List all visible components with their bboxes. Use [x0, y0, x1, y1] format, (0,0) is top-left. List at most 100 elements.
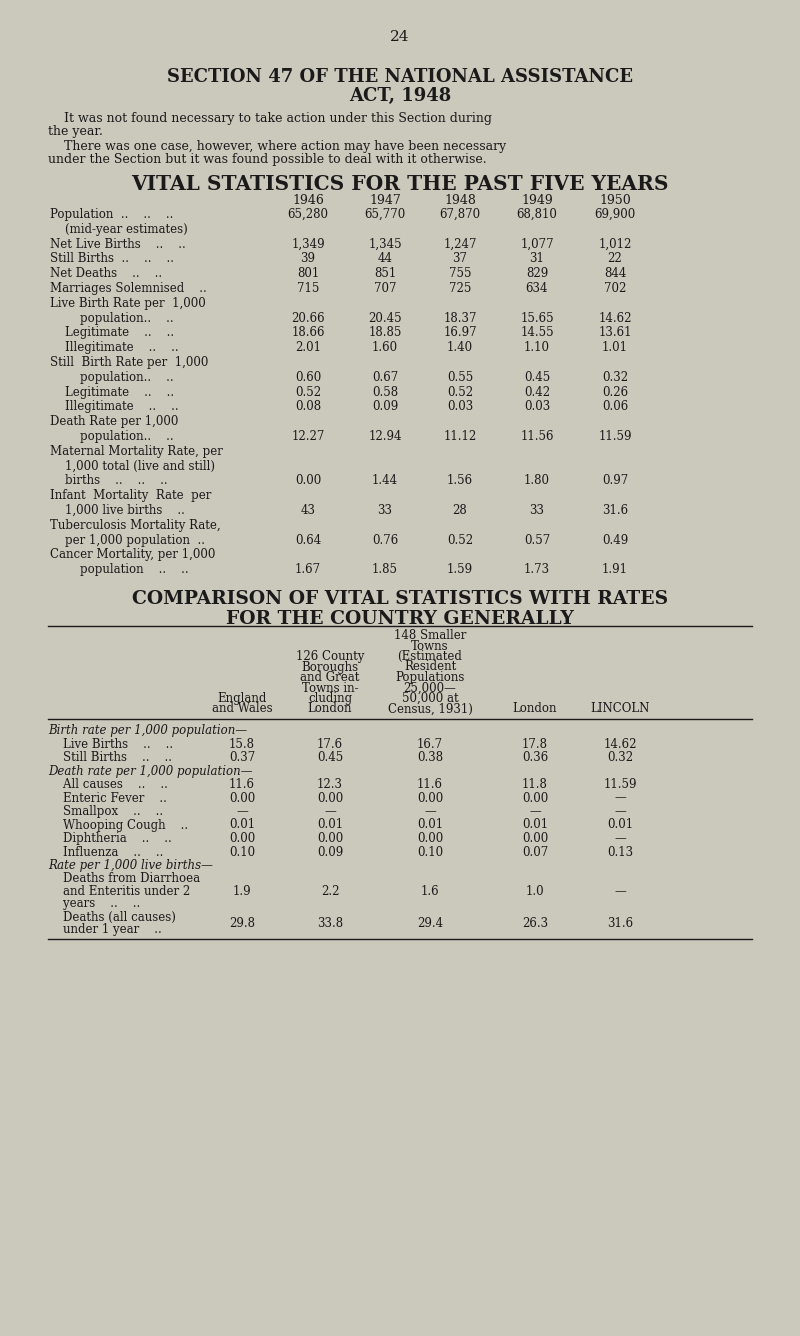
Text: years    ..    ..: years .. ..: [48, 898, 140, 911]
Text: Rate per 1,000 live births—: Rate per 1,000 live births—: [48, 859, 213, 872]
Text: 14.62: 14.62: [598, 311, 632, 325]
Text: Cancer Mortality, per 1,000: Cancer Mortality, per 1,000: [50, 548, 215, 561]
Text: Deaths (all causes): Deaths (all causes): [48, 911, 176, 925]
Text: 18.37: 18.37: [443, 311, 477, 325]
Text: —: —: [324, 806, 336, 818]
Text: 755: 755: [449, 267, 471, 281]
Text: 1,345: 1,345: [368, 238, 402, 251]
Text: 0.01: 0.01: [607, 819, 633, 831]
Text: 1.67: 1.67: [295, 564, 321, 576]
Text: 0.00: 0.00: [522, 832, 548, 844]
Text: Legitimate    ..    ..: Legitimate .. ..: [50, 386, 174, 398]
Text: Deaths from Diarrhoea: Deaths from Diarrhoea: [48, 872, 200, 886]
Text: 43: 43: [301, 504, 315, 517]
Text: Resident: Resident: [404, 660, 456, 673]
Text: 0.32: 0.32: [602, 371, 628, 383]
Text: 11.12: 11.12: [443, 430, 477, 444]
Text: Tuberculosis Mortality Rate,: Tuberculosis Mortality Rate,: [50, 518, 221, 532]
Text: 1.44: 1.44: [372, 474, 398, 488]
Text: 1.60: 1.60: [372, 341, 398, 354]
Text: Whooping Cough    ..: Whooping Cough ..: [48, 819, 188, 831]
Text: 0.67: 0.67: [372, 371, 398, 383]
Text: LINCOLN: LINCOLN: [590, 703, 650, 716]
Text: 851: 851: [374, 267, 396, 281]
Text: 1.80: 1.80: [524, 474, 550, 488]
Text: Smallpox    ..    ..: Smallpox .. ..: [48, 806, 163, 818]
Text: Death rate per 1,000 population—: Death rate per 1,000 population—: [48, 764, 253, 778]
Text: 0.00: 0.00: [417, 832, 443, 844]
Text: 0.01: 0.01: [522, 819, 548, 831]
Text: 1.40: 1.40: [447, 341, 473, 354]
Text: 15.65: 15.65: [520, 311, 554, 325]
Text: 707: 707: [374, 282, 396, 295]
Text: 1.56: 1.56: [447, 474, 473, 488]
Text: 0.07: 0.07: [522, 846, 548, 859]
Text: —: —: [614, 884, 626, 898]
Text: 1,012: 1,012: [598, 238, 632, 251]
Text: 24: 24: [390, 29, 410, 44]
Text: 17.8: 17.8: [522, 737, 548, 751]
Text: 0.60: 0.60: [295, 371, 321, 383]
Text: 0.00: 0.00: [317, 791, 343, 804]
Text: Net Deaths    ..    ..: Net Deaths .. ..: [50, 267, 162, 281]
Text: Illegitimate    ..    ..: Illegitimate .. ..: [50, 401, 178, 413]
Text: 11.6: 11.6: [417, 778, 443, 791]
Text: 0.55: 0.55: [447, 371, 473, 383]
Text: 65,770: 65,770: [364, 208, 406, 220]
Text: London: London: [308, 703, 352, 716]
Text: 0.08: 0.08: [295, 401, 321, 413]
Text: 20.45: 20.45: [368, 311, 402, 325]
Text: 1.85: 1.85: [372, 564, 398, 576]
Text: 0.52: 0.52: [447, 386, 473, 398]
Text: Birth rate per 1,000 population—: Birth rate per 1,000 population—: [48, 724, 247, 737]
Text: 1,349: 1,349: [291, 238, 325, 251]
Text: (Estimated: (Estimated: [398, 651, 462, 663]
Text: 0.06: 0.06: [602, 401, 628, 413]
Text: There was one case, however, where action may have been necessary: There was one case, however, where actio…: [48, 140, 506, 154]
Text: 801: 801: [297, 267, 319, 281]
Text: 2.01: 2.01: [295, 341, 321, 354]
Text: the year.: the year.: [48, 126, 103, 138]
Text: 0.09: 0.09: [372, 401, 398, 413]
Text: —: —: [529, 806, 541, 818]
Text: 26.3: 26.3: [522, 918, 548, 930]
Text: Influenza    ..    ..: Influenza .. ..: [48, 846, 163, 859]
Text: 31.6: 31.6: [602, 504, 628, 517]
Text: 1,000 total (live and still): 1,000 total (live and still): [50, 460, 215, 473]
Text: 33: 33: [530, 504, 545, 517]
Text: 634: 634: [526, 282, 548, 295]
Text: per 1,000 population  ..: per 1,000 population ..: [50, 533, 205, 546]
Text: 0.03: 0.03: [524, 401, 550, 413]
Text: 0.10: 0.10: [417, 846, 443, 859]
Text: 15.8: 15.8: [229, 737, 255, 751]
Text: Towns in-: Towns in-: [302, 681, 358, 695]
Text: and Great: and Great: [300, 671, 360, 684]
Text: 37: 37: [453, 253, 467, 266]
Text: 725: 725: [449, 282, 471, 295]
Text: London: London: [513, 703, 558, 716]
Text: 16.7: 16.7: [417, 737, 443, 751]
Text: population    ..    ..: population .. ..: [50, 564, 189, 576]
Text: population..    ..: population.. ..: [50, 371, 174, 383]
Text: 0.32: 0.32: [607, 751, 633, 764]
Text: 33.8: 33.8: [317, 918, 343, 930]
Text: 126 County: 126 County: [296, 651, 364, 663]
Text: 0.97: 0.97: [602, 474, 628, 488]
Text: 0.01: 0.01: [417, 819, 443, 831]
Text: 0.58: 0.58: [372, 386, 398, 398]
Text: 0.76: 0.76: [372, 533, 398, 546]
Text: 0.00: 0.00: [295, 474, 321, 488]
Text: 1949: 1949: [521, 194, 553, 207]
Text: under 1 year    ..: under 1 year ..: [48, 923, 162, 937]
Text: 0.00: 0.00: [522, 791, 548, 804]
Text: 1,000 live births    ..: 1,000 live births ..: [50, 504, 185, 517]
Text: 1.10: 1.10: [524, 341, 550, 354]
Text: Net Live Births    ..    ..: Net Live Births .. ..: [50, 238, 186, 251]
Text: 0.49: 0.49: [602, 533, 628, 546]
Text: 148 Smaller: 148 Smaller: [394, 629, 466, 643]
Text: and Wales: and Wales: [212, 703, 272, 716]
Text: 14.55: 14.55: [520, 326, 554, 339]
Text: 0.57: 0.57: [524, 533, 550, 546]
Text: 44: 44: [378, 253, 393, 266]
Text: 0.45: 0.45: [317, 751, 343, 764]
